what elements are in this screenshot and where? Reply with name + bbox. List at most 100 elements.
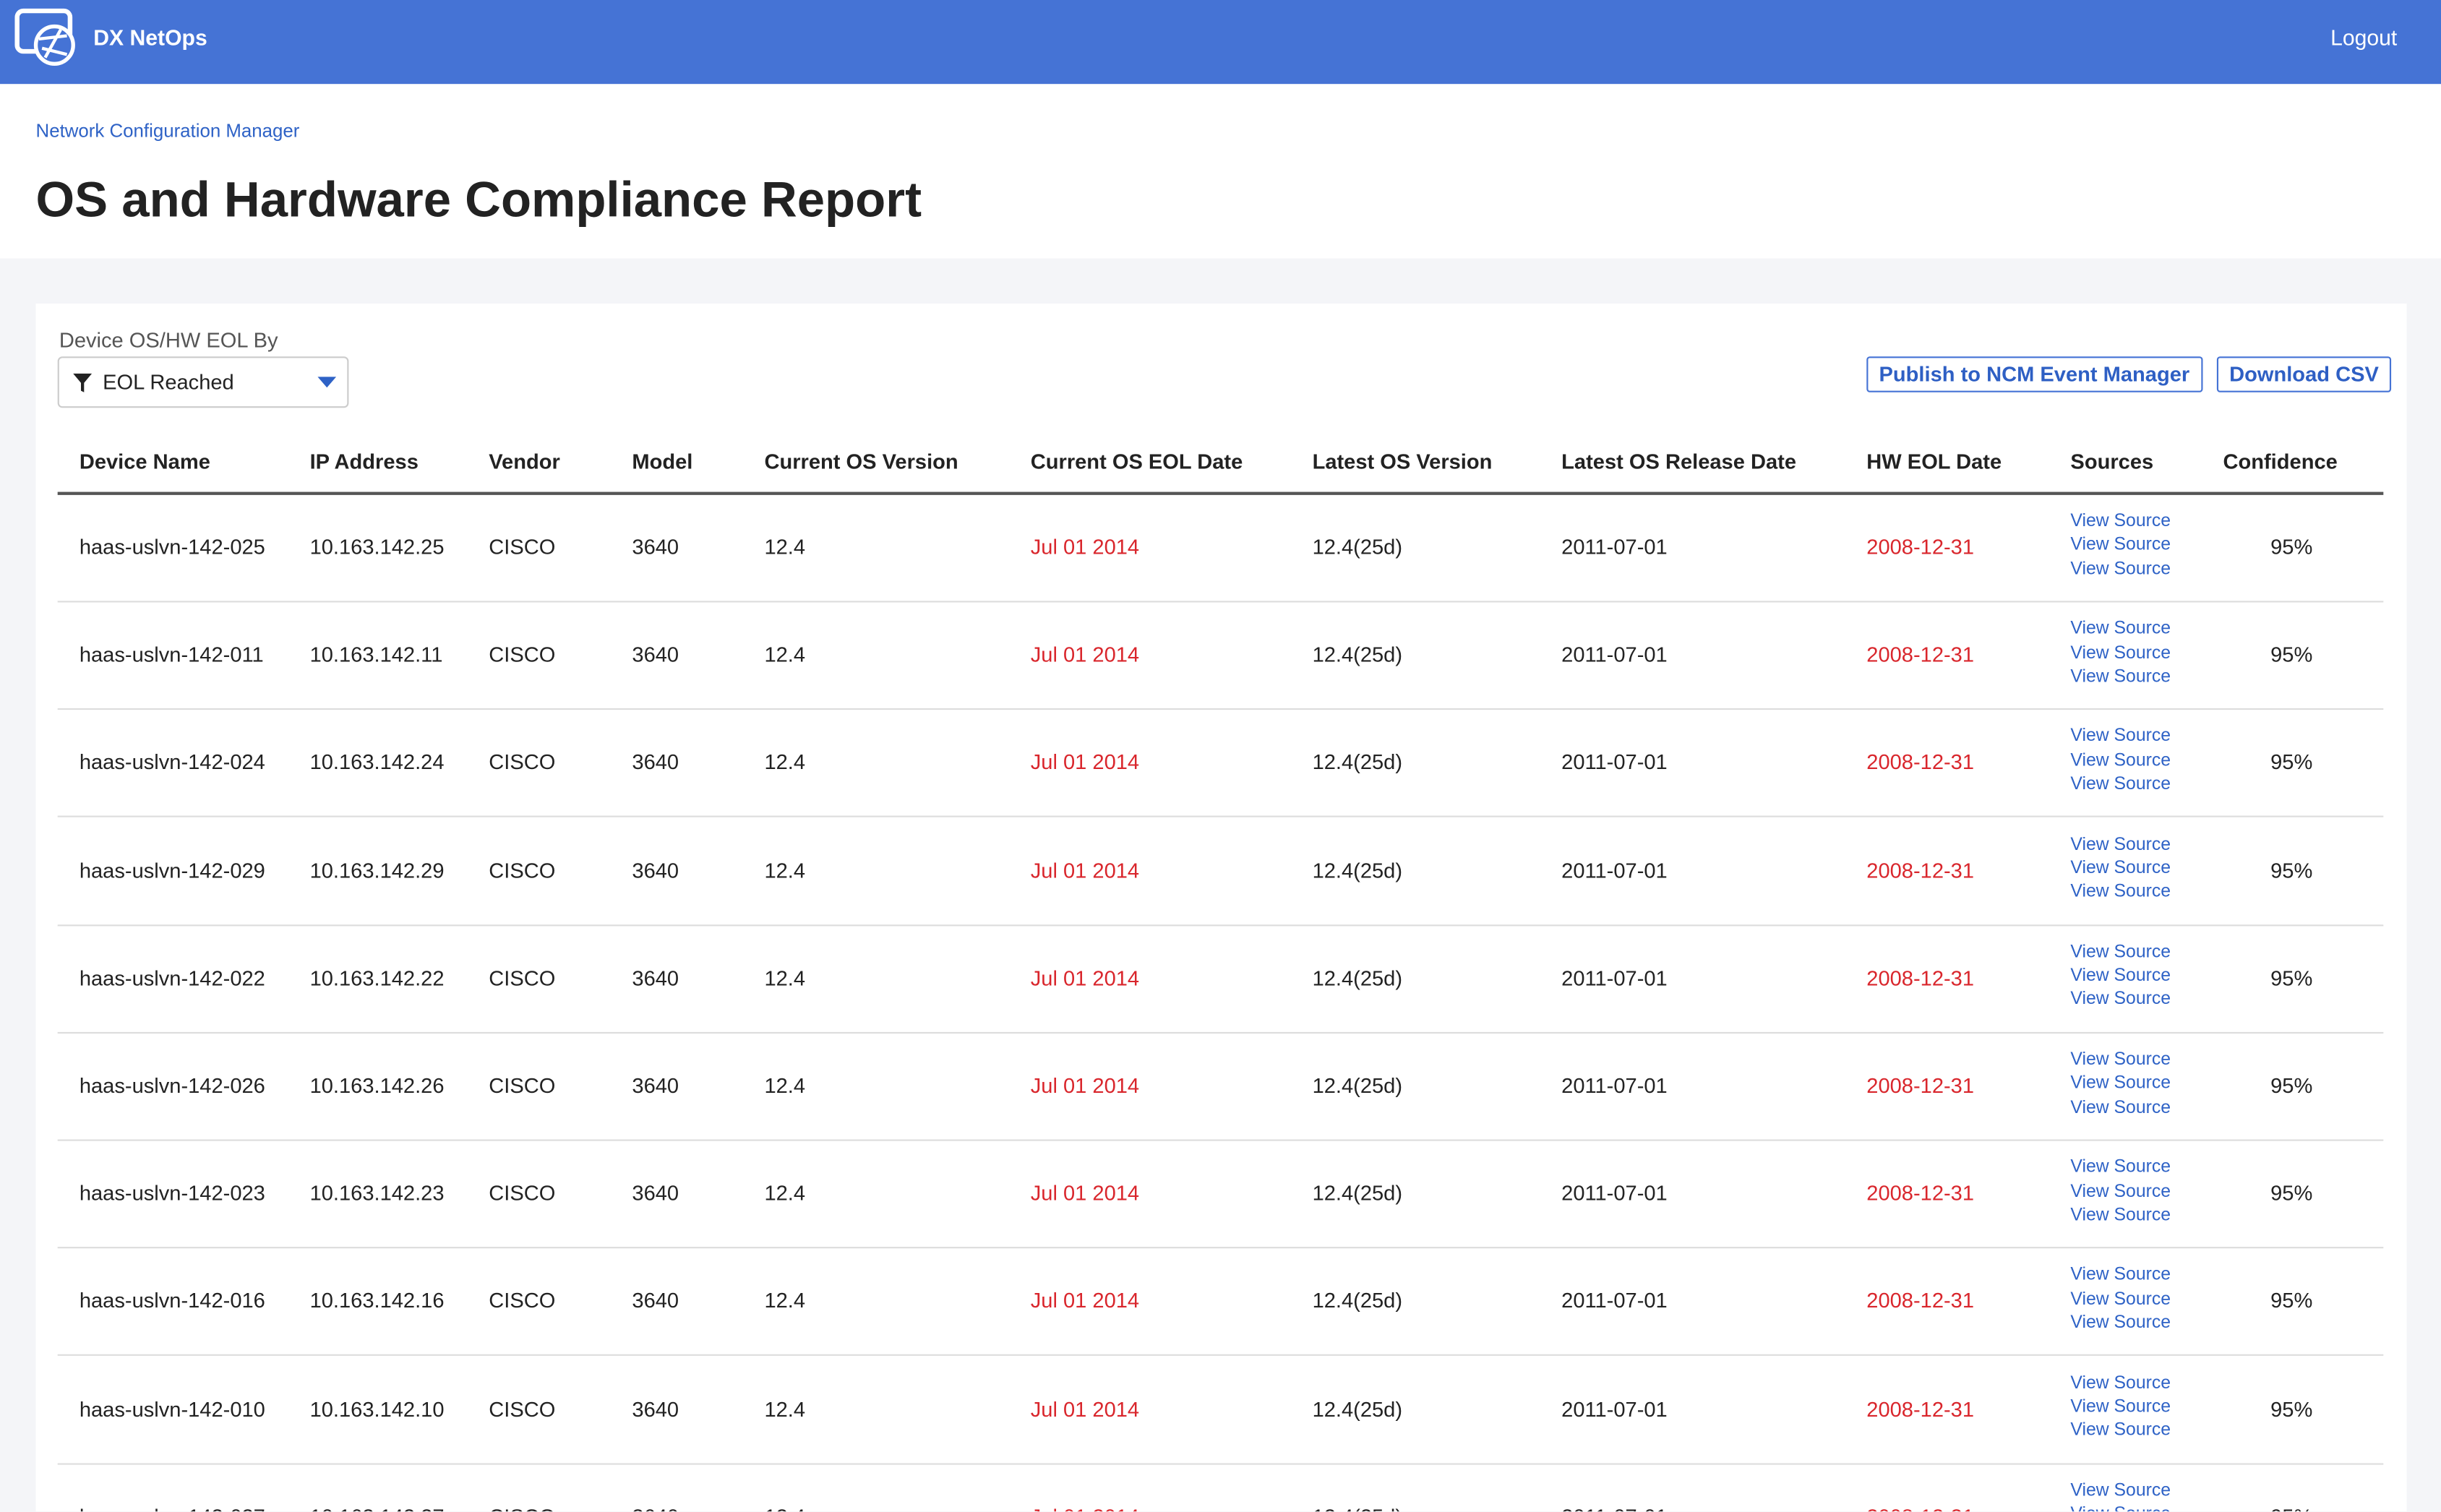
cell: haas-uslvn-142-027 xyxy=(80,1505,265,1511)
confidence: 95% xyxy=(2270,1182,2313,1206)
view-source-link[interactable]: View Source xyxy=(2070,1266,2171,1285)
view-source-link[interactable]: View Source xyxy=(2070,667,2171,687)
view-source-link[interactable]: View Source xyxy=(2070,536,2171,555)
cell: Jul 01 2014 xyxy=(1030,535,1140,559)
cell: 2008-12-31 xyxy=(1866,1397,1975,1421)
cell: 12.4 xyxy=(764,1074,806,1098)
confidence: 95% xyxy=(2270,750,2313,775)
confidence: 95% xyxy=(2270,1074,2313,1098)
column-header: Confidence xyxy=(2223,450,2338,473)
cell: haas-uslvn-142-016 xyxy=(79,1289,265,1313)
confidence: 95% xyxy=(2223,1505,2360,1511)
cell: 12.4(25d) xyxy=(1312,750,1403,775)
view-source-link[interactable]: View Source xyxy=(2070,619,2171,639)
cell: 2011-07-01 xyxy=(1561,1289,1668,1313)
dropdown-caret xyxy=(317,377,337,388)
row-divider xyxy=(57,924,2384,926)
row-divider xyxy=(57,601,2384,603)
cell: 12.4(25d) xyxy=(1312,1182,1403,1206)
logo xyxy=(14,8,75,66)
view-source-link[interactable]: View Source xyxy=(2070,1373,2171,1393)
cell: CISCO xyxy=(489,966,556,990)
view-source-link[interactable]: View Source xyxy=(2070,1313,2171,1333)
cell: 2011-07-01 xyxy=(1561,1074,1668,1098)
cell: 2011-07-01 xyxy=(1561,1397,1668,1421)
view-source-link[interactable]: View Source xyxy=(2070,1289,2171,1309)
cell: 12.4 xyxy=(764,1182,806,1206)
brand[interactable]: DX NetOps xyxy=(93,25,207,50)
cell: Jul 01 2014 xyxy=(1030,858,1140,882)
view-source-link[interactable]: View Source xyxy=(2070,1481,2171,1500)
cell: 2011-07-01 xyxy=(1561,1182,1668,1206)
filter-select[interactable]: EOL Reached xyxy=(57,356,349,408)
view-source-link[interactable]: View Source xyxy=(2070,751,2171,770)
view-source-link[interactable]: View Source xyxy=(2070,1397,2171,1417)
header-rule xyxy=(57,491,2384,495)
cell: 3640 xyxy=(632,1505,679,1511)
view-source-link[interactable]: View Source xyxy=(2070,512,2171,531)
column-header: Model xyxy=(632,450,693,473)
confidence: 95% xyxy=(2270,535,2313,559)
view-source-link[interactable]: View Source xyxy=(2070,966,2171,986)
cell: 2008-12-31 xyxy=(1866,1289,1975,1313)
cell: CISCO xyxy=(489,1505,555,1511)
top-bar: DX NetOps Logout xyxy=(0,0,2441,85)
cell: 10.163.142.24 xyxy=(309,750,445,775)
view-source-link[interactable]: View Source xyxy=(2070,835,2171,854)
view-source-link[interactable]: View Source xyxy=(2070,1050,2171,1070)
cell: 2008-12-31 xyxy=(1866,535,1975,559)
cell: 12.4 xyxy=(764,966,806,990)
cell: 12.4(25d) xyxy=(1312,966,1403,990)
cell: haas-uslvn-142-023 xyxy=(79,1182,265,1206)
cell: 12.4(25d) xyxy=(1313,1505,1402,1511)
cell: 2011-07-01 xyxy=(1561,643,1668,667)
cell: CISCO xyxy=(489,535,556,559)
view-source-link[interactable]: View Source xyxy=(2070,775,2171,794)
cell: 2011-07-01 xyxy=(1561,1505,1668,1511)
cell: 3640 xyxy=(632,1289,679,1313)
view-source-link[interactable]: View Source xyxy=(2070,1098,2171,1117)
cell: CISCO xyxy=(489,858,556,882)
cell: 3640 xyxy=(632,1397,679,1421)
logout[interactable]: Logout xyxy=(2330,25,2398,50)
row-divider xyxy=(57,1247,2384,1249)
cell: 2008-12-31 xyxy=(1866,858,1975,882)
cell: 3640 xyxy=(632,1074,679,1098)
cell: 12.4(25d) xyxy=(1312,535,1403,559)
cell: Jul 01 2014 xyxy=(1030,750,1140,775)
cell: 3640 xyxy=(632,858,679,882)
view-source-link[interactable]: View Source xyxy=(2070,1505,2171,1511)
cell: 12.4 xyxy=(764,535,806,559)
download-button[interactable]: Download CSV xyxy=(2216,356,2392,392)
view-source-link[interactable]: View Source xyxy=(2070,1206,2171,1225)
confidence: 95% xyxy=(2270,966,2313,990)
view-source-link[interactable]: View Source xyxy=(2070,859,2171,878)
view-source-link[interactable]: View Source xyxy=(2070,1158,2171,1177)
row-divider xyxy=(57,1354,2384,1357)
cell: haas-uslvn-142-024 xyxy=(79,750,265,775)
view-source-link[interactable]: View Source xyxy=(2070,1421,2171,1440)
view-source-link[interactable]: View Source xyxy=(2070,559,2171,579)
cell: CISCO xyxy=(489,750,556,775)
view-source-link[interactable]: View Source xyxy=(2070,643,2171,663)
view-source-link[interactable]: View Source xyxy=(2070,727,2171,747)
confidence: 95% xyxy=(2270,858,2313,882)
view-source-link[interactable]: View Source xyxy=(2070,882,2171,902)
view-source-link[interactable]: View Source xyxy=(2070,942,2171,962)
cell: CISCO xyxy=(489,1182,556,1206)
confidence: 95% xyxy=(2270,1289,2313,1313)
publish-button[interactable]: Publish to NCM Event Manager xyxy=(1866,356,2202,392)
cell: haas-uslvn-142-025 xyxy=(79,535,265,559)
breadcrumb[interactable]: Network Configuration Manager xyxy=(35,119,300,142)
view-source-link[interactable]: View Source xyxy=(2070,990,2171,1010)
filter-value: EOL Reached xyxy=(103,370,234,394)
cell: 3640 xyxy=(632,750,679,775)
cell: Jul 01 2014 xyxy=(1030,1397,1140,1421)
confidence: 95% xyxy=(2270,643,2313,667)
view-source-link[interactable]: View Source xyxy=(2070,1074,2171,1094)
cell: 2008-12-31 xyxy=(1866,750,1975,775)
view-source-link[interactable]: View Source xyxy=(2070,1182,2171,1201)
cell: 2008-12-31 xyxy=(1866,1505,1974,1511)
page-title: OS and Hardware Compliance Report xyxy=(35,171,922,228)
